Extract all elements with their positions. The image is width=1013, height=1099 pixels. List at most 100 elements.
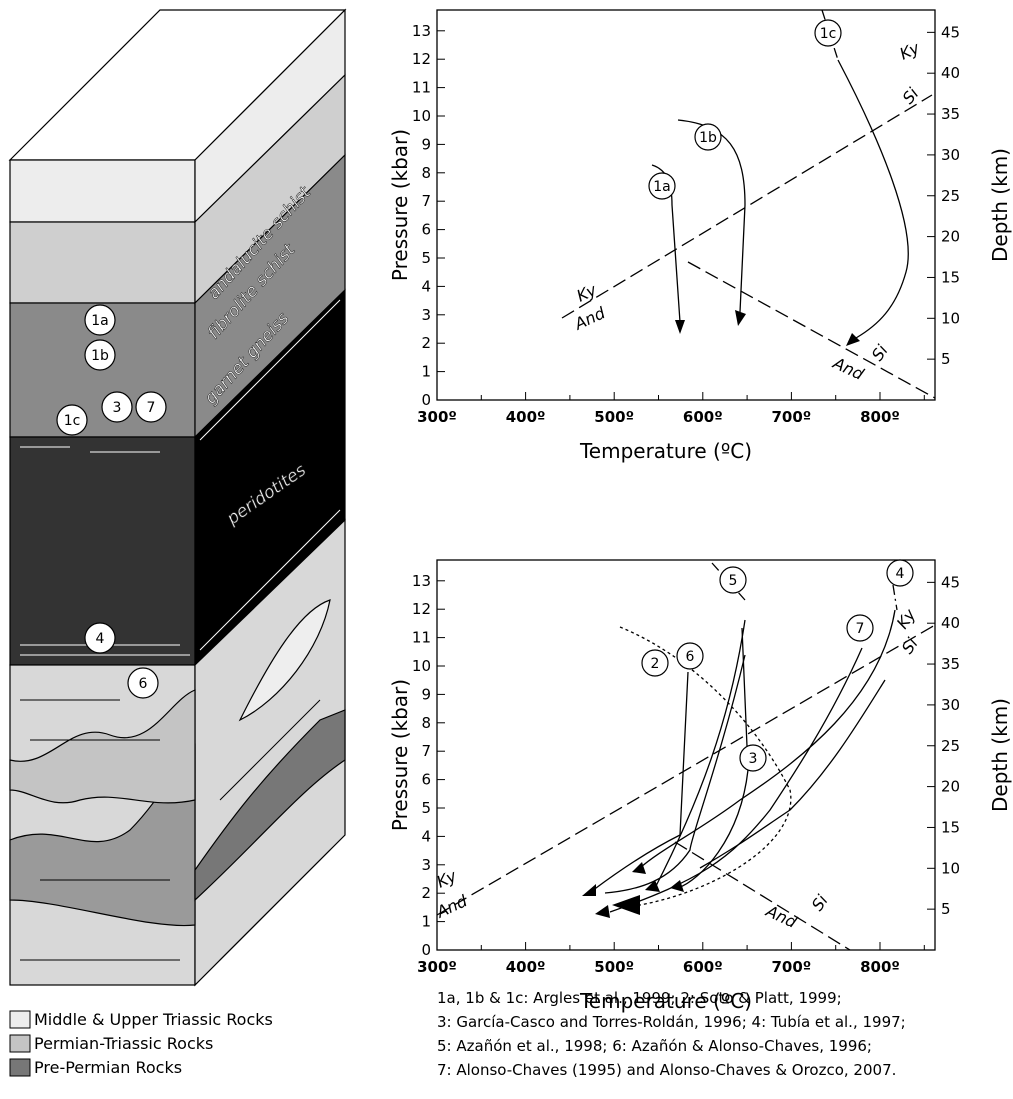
y2-tick-label: 5 [941,350,951,368]
y-tick-label: 8 [421,164,431,182]
y-tick-label: 3 [421,856,431,874]
block-diagram [10,10,345,985]
caption-line: 5: Azañón et al., 1998; 6: Azañón & Alon… [437,1037,872,1055]
x-tick-label: 700º [772,408,812,426]
y-tick-label: 7 [421,192,431,210]
y-tick-label: 4 [421,827,431,845]
legend-label: Pre-Permian Rocks [34,1058,182,1077]
y-tick-label: 12 [412,50,431,68]
path-label: 5 [729,573,738,589]
path-label: 7 [856,621,865,637]
y-tick-label: 2 [421,884,431,902]
path-label: 1c [64,413,81,429]
path-label: 3 [749,751,758,767]
x-tick-label: 500º [594,408,634,426]
caption-line: 3: García-Casco and Torres-Roldán, 1996;… [437,1013,906,1031]
y-tick-label: 13 [412,572,431,590]
y2-tick-label: 10 [941,859,960,877]
y2-tick-label: 15 [941,818,960,836]
y-tick-label: 4 [421,277,431,295]
y-axis-title: Pressure (kbar) [388,679,412,831]
y-tick-label: 12 [412,600,431,618]
y-tick-label: 13 [412,22,431,40]
x-tick-label: 300º [417,408,457,426]
pt-paths-top [562,10,935,398]
y2-tick-label: 25 [941,187,960,205]
path-label: 1a [653,179,671,195]
reaction-label: Ky [574,280,600,306]
path-label: 1c [820,26,837,42]
y-tick-label: 9 [421,135,431,153]
legend-label: Permian-Triassic Rocks [34,1034,213,1053]
path-label: 1a [91,313,109,329]
y2-axis-title: Depth (km) [988,148,1012,262]
y-tick-label: 5 [421,799,431,817]
x-axis-title: Temperature (ºC) [579,439,752,463]
y2-tick-label: 20 [941,228,960,246]
y-tick-label: 10 [412,107,431,125]
path-label: 1b [91,348,109,364]
y-tick-label: 5 [421,249,431,267]
y2-tick-label: 15 [941,268,960,286]
y2-tick-label: 30 [941,146,960,164]
reaction-label: Ky [897,38,923,64]
y2-tick-label: 45 [941,23,960,41]
reaction-label: Si [899,84,923,108]
y-tick-label: 11 [412,79,431,97]
path-label: 1b [699,130,717,146]
x-tick-label: 400º [506,408,546,426]
x-axis-title: Temperature (ºC) [579,989,752,1013]
y-tick-label: 10 [412,657,431,675]
x-tick-label: 500º [594,958,634,976]
y-tick-label: 3 [421,306,431,324]
y-tick-label: 9 [421,685,431,703]
y-tick-label: 11 [412,629,431,647]
path-label: 2 [651,656,660,672]
y2-tick-label: 20 [941,778,960,796]
y2-tick-label: 35 [941,105,960,123]
path-label: 4 [96,631,105,647]
y2-tick-label: 10 [941,309,960,327]
y2-tick-label: 40 [941,614,960,632]
reaction-label: And [571,303,609,334]
legend-label: Middle & Upper Triassic Rocks [34,1010,273,1029]
path-label: 3 [113,400,122,416]
y-tick-label: 7 [421,742,431,760]
x-tick-label: 800º [860,408,900,426]
y-tick-label: 1 [421,363,431,381]
plot-frame [437,10,935,400]
y-axis-title: Pressure (kbar) [388,129,412,281]
y2-tick-label: 45 [941,573,960,591]
y-tick-label: 6 [421,771,431,789]
reaction-label: And [433,891,471,922]
x-tick-label: 400º [506,958,546,976]
path-label: 6 [686,649,695,665]
x-tick-label: 800º [860,958,900,976]
reaction-label: Si [898,634,922,657]
arrowheads-top [675,310,860,346]
y2-axis-title: Depth (km) [988,698,1012,812]
y-tick-label: 0 [421,391,431,409]
y2-tick-label: 30 [941,696,960,714]
y2-tick-label: 35 [941,655,960,673]
arrowheads-bottom [582,862,684,918]
y-tick-label: 8 [421,714,431,732]
reaction-label: Si [868,341,892,364]
y2-tick-label: 25 [941,737,960,755]
reaction-label: And [762,901,800,932]
y-tick-label: 6 [421,221,431,239]
path-label: 4 [896,566,905,582]
x-tick-label: 300º [417,958,457,976]
legend [10,1011,30,1076]
x-tick-label: 700º [772,958,812,976]
y-tick-label: 2 [421,334,431,352]
caption-line: 7: Alonso-Chaves (1995) and Alonso-Chave… [437,1061,896,1079]
reaction-label: And [829,353,867,384]
path-label: 6 [139,676,148,692]
figure: andalucite schist fibrolite schist garne… [0,0,1013,1099]
reaction-label: Si [808,891,832,914]
y2-tick-label: 40 [941,64,960,82]
y-tick-label: 1 [421,913,431,931]
y2-tick-label: 5 [941,900,951,918]
x-tick-label: 600º [683,408,723,426]
